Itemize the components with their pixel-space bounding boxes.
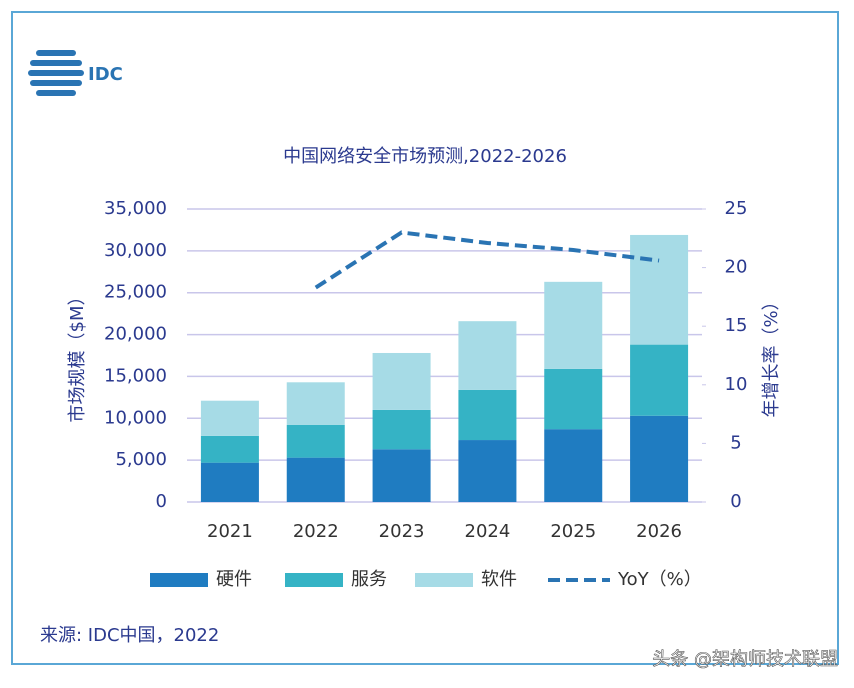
logo-globe	[28, 50, 84, 96]
y-tick-label: 0	[156, 491, 167, 512]
y2-tick-label: 10	[725, 374, 748, 395]
x-tick-label: 2025	[550, 521, 596, 542]
x-tick-label: 2024	[465, 521, 511, 542]
y-tick-label: 35,000	[104, 198, 167, 219]
legend-label: YoY（%）	[617, 569, 702, 590]
source: 来源: IDC中国，2022	[40, 625, 219, 646]
y-axis-title: 市场规模（$M）	[67, 288, 88, 423]
y2-tick-label: 25	[725, 198, 748, 219]
bar-segment	[458, 389, 517, 441]
bar-segment	[458, 440, 517, 502]
y2-tick-label: 5	[730, 432, 741, 453]
bar-segment	[286, 382, 345, 425]
x-tick-label: 2021	[207, 521, 253, 542]
x-tick-label: 2026	[636, 521, 682, 542]
legend-label: 硬件	[216, 569, 252, 590]
y-tick-label: 15,000	[104, 365, 167, 386]
bar-segment	[286, 457, 345, 502]
watermark: 头条 @架构师技术联盟	[652, 649, 838, 670]
bar-segment	[372, 449, 431, 502]
y-tick-label: 25,000	[104, 282, 167, 303]
y-tick-label: 5,000	[115, 449, 167, 470]
bar-segment	[458, 321, 517, 390]
bar-segment	[200, 462, 259, 502]
bar-segment	[200, 400, 259, 436]
bar-segment	[200, 435, 259, 463]
bar-segment	[630, 344, 689, 416]
bar-segment	[286, 424, 345, 458]
bar-segment	[630, 234, 689, 345]
legend-swatch	[150, 573, 208, 587]
y2-tick-label: 0	[730, 491, 741, 512]
x-tick-label: 2022	[293, 521, 339, 542]
bar-segment	[544, 429, 603, 502]
legend-swatch	[415, 573, 473, 587]
frame	[11, 11, 839, 665]
bar-segment	[544, 368, 603, 430]
yoy-line	[314, 230, 660, 290]
bar-segment	[544, 281, 603, 369]
bar-segment	[630, 415, 689, 502]
legend-label: 软件	[481, 569, 517, 590]
y2-axis-title: 年增长率（%）	[761, 292, 782, 417]
y-tick-label: 10,000	[104, 407, 167, 428]
chart-title: 中国网络安全市场预测,2022-2026	[283, 146, 567, 167]
y-tick-label: 30,000	[104, 240, 167, 261]
y-tick-label: 20,000	[104, 324, 167, 345]
bar-segment	[372, 409, 431, 450]
y2-tick-label: 15	[725, 315, 748, 336]
y2-tick-label: 20	[725, 257, 748, 278]
x-tick-label: 2023	[379, 521, 425, 542]
legend-swatch	[285, 573, 343, 587]
legend-label: 服务	[351, 569, 387, 590]
bar-segment	[372, 352, 431, 410]
logo: IDC	[88, 64, 123, 85]
